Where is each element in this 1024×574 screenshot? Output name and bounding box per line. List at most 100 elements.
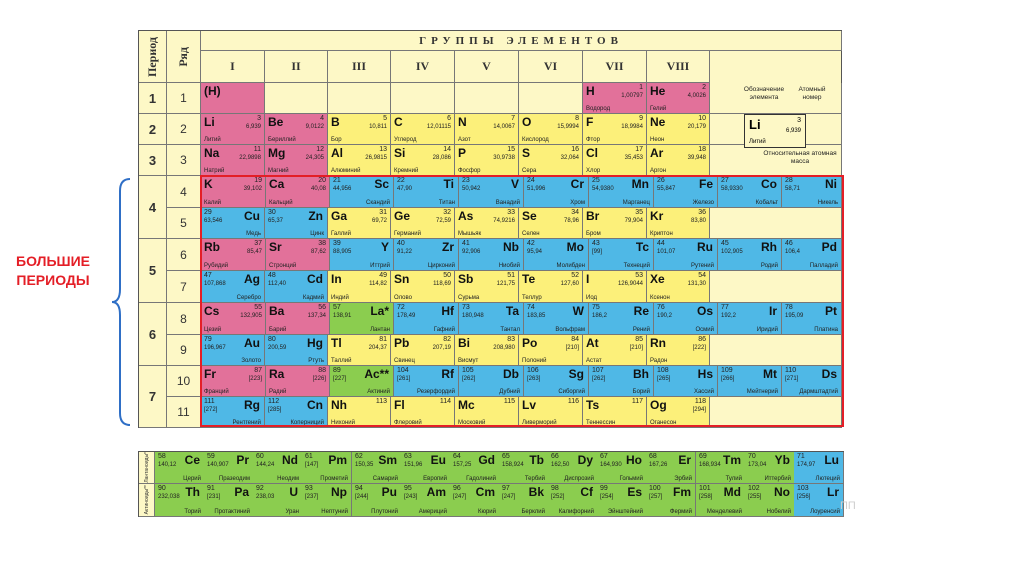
element-name: Бериллий — [268, 137, 296, 143]
element-symbol: Mc — [458, 398, 475, 412]
groups-title: ГРУППЫ ЭЛЕМЕНТОВ — [201, 31, 842, 51]
element-Nh: Nh 113 Нихоний — [328, 397, 391, 428]
element-As: As 33 74,9216 Мышьяк — [455, 208, 519, 239]
element-name: Палладий — [809, 263, 838, 269]
atomic-number: 49 — [379, 272, 387, 279]
atomic-mass: 138,91 — [333, 313, 352, 319]
group-header-4: IV — [391, 51, 455, 83]
element-Be: Be 4 9,0122 Бериллий — [265, 114, 328, 145]
element-symbol: Fe — [698, 177, 713, 191]
element-name: Индий — [331, 295, 349, 301]
element-name: Рубидий — [204, 263, 229, 269]
element-name: Торий — [184, 509, 201, 515]
atomic-mass: [99] — [592, 249, 603, 255]
atomic-number: 44 — [657, 240, 665, 247]
atomic-number: 90 — [158, 485, 166, 492]
atomic-mass: 91,22 — [397, 249, 413, 255]
element-symbol: Ra — [269, 367, 285, 381]
element-name: Калифорний — [558, 509, 594, 515]
element-name: Радий — [269, 389, 287, 395]
big-periods-label-line1: БОЛЬШИЕ — [16, 253, 90, 269]
element-C: C 6 12,01115 Углерод — [391, 114, 455, 145]
atomic-number: 20 — [318, 177, 326, 184]
element-symbol: Eu — [430, 453, 446, 467]
element-N: N 7 14,0067 Азот — [455, 114, 519, 145]
element-Po: Po 84 [210] Полоний — [519, 335, 583, 366]
atomic-mass: 83,80 — [690, 218, 706, 224]
element-name: Ванадий — [495, 200, 520, 206]
element-symbol: At — [586, 336, 599, 350]
empty-cell — [710, 397, 842, 428]
periodic-table: Период Ряд ГРУППЫ ЭЛЕМЕНТОВ I II III IV V VI V… — [138, 30, 842, 428]
atomic-mass: 55,847 — [657, 186, 676, 192]
element-Pb: Pb 82 207,19 Свинец — [391, 335, 455, 366]
element-name: Кальций — [269, 200, 293, 206]
element-Ar: Ar 18 39,948 Аргон — [647, 145, 710, 176]
element-Ce: Ce 58 140,12 Церий — [155, 452, 205, 484]
atomic-mass: 39,102 — [243, 186, 262, 192]
atomic-mass: 167,26 — [649, 462, 668, 468]
element-symbol: I — [586, 272, 590, 286]
atomic-number: 74 — [527, 304, 535, 311]
element-name: Берклий — [521, 509, 545, 515]
atomic-number: 118 — [694, 398, 706, 405]
element-Ga: Ga 31 69,72 Галлий — [328, 208, 391, 239]
atomic-mass: [258] — [699, 494, 713, 500]
element-name: Кислород — [522, 137, 549, 143]
element-Lr: Lr 103 [256] Лоуренсий — [794, 484, 844, 517]
atomic-mass: 106,4 — [785, 249, 801, 255]
element-symbol: Mo — [566, 240, 584, 254]
atomic-number: 28 — [785, 177, 793, 184]
atomic-mass: 78,96 — [563, 218, 579, 224]
element-name: Родий — [760, 263, 778, 269]
atomic-mass: 137,34 — [307, 313, 326, 319]
atomic-mass: 30,9738 — [493, 155, 515, 161]
element-Th: Th 90 232,038 Торий — [155, 484, 205, 517]
atomic-mass: [262] — [592, 376, 606, 382]
atomic-number: 13 — [379, 146, 387, 153]
element-Ir: Ir 77 192,2 Иридий — [718, 303, 782, 335]
atomic-number: 89 — [333, 367, 341, 374]
element-symbol: Cf — [580, 485, 593, 499]
element-symbol: Mt — [763, 367, 777, 381]
element-name: Полоний — [522, 358, 547, 364]
element-name: Плутоний — [371, 509, 398, 515]
group-header-6: VI — [519, 51, 583, 83]
atomic-number: 111 — [204, 398, 215, 405]
atomic-number: 50 — [443, 272, 451, 279]
element-name: Гафний — [433, 327, 455, 333]
atomic-mass: 47,90 — [397, 186, 413, 192]
element-name: Тулий — [725, 476, 742, 482]
element-symbol: Cm — [475, 485, 495, 499]
atomic-number: 35 — [635, 209, 643, 216]
element-Na: Na 11 22,9898 Натрий — [201, 145, 265, 176]
element-Y: Y 39 88,905 Иттрий — [330, 239, 394, 271]
atomic-mass: 10,811 — [369, 124, 387, 130]
element-Tm: Tm 69 168,934 Тулий — [696, 452, 746, 484]
element-name: Сера — [522, 168, 537, 174]
element-name: Аргон — [650, 168, 667, 174]
atomic-number: 5 — [383, 115, 387, 122]
element-symbol: Tl — [331, 336, 342, 350]
atomic-number: 105 — [462, 367, 474, 374]
element-grid: (H) H 1 1,00797 Водород He 2 4,0026 Гелий Li 3 6,93… — [201, 83, 842, 428]
atomic-number: 75 — [592, 304, 600, 311]
element-Cl: Cl 17 35,453 Хлор — [583, 145, 647, 176]
atomic-mass: 238,03 — [256, 494, 275, 500]
atomic-number: 9 — [639, 115, 643, 122]
element-name: Нептуний — [321, 509, 348, 515]
atomic-mass: 208,980 — [493, 345, 515, 351]
element-name: Лоуренсий — [810, 509, 840, 515]
atomic-number: 113 — [375, 398, 387, 405]
element-Fe: Fe 26 55,847 Железо — [654, 176, 718, 208]
element-name: Иод — [586, 295, 598, 301]
element-name: Цезий — [204, 327, 222, 333]
element-symbol: Ag — [244, 272, 260, 286]
element-name: Цинк — [310, 231, 324, 237]
element-name: Америций — [418, 509, 447, 515]
element-Cn: Cn 112 [285] Коперниций — [265, 397, 328, 428]
element-symbol: Xe — [650, 272, 665, 286]
element-name: Резерфордий — [417, 389, 455, 395]
atomic-mass: 28,086 — [432, 155, 451, 161]
